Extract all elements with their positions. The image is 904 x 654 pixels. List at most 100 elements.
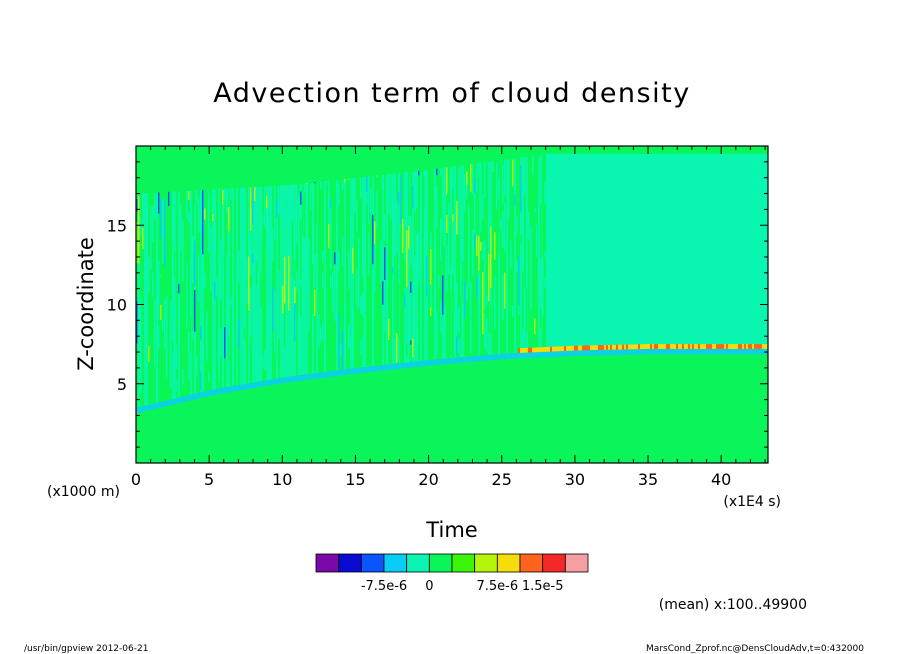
field-streak <box>452 221 454 275</box>
field-base-negative <box>614 349 617 356</box>
field-strip <box>520 157 523 353</box>
field-streak <box>408 200 410 217</box>
field-streak <box>262 353 264 368</box>
field-base-positive <box>604 345 607 350</box>
field-base-negative <box>284 377 287 383</box>
field-base-negative <box>488 354 491 361</box>
field-base-negative <box>540 351 543 358</box>
field-strip <box>340 179 343 370</box>
field-streak <box>144 263 146 308</box>
field-streak <box>492 161 494 172</box>
field-streak <box>294 261 296 281</box>
field-base-negative <box>722 348 725 355</box>
colorbar-swatch <box>542 553 566 573</box>
field-streak <box>318 181 320 205</box>
field-streak <box>190 316 192 352</box>
field-strip <box>610 153 613 350</box>
field-base-negative <box>750 348 753 355</box>
field-strip <box>706 153 709 349</box>
field-streak <box>396 333 398 363</box>
field-base-negative <box>652 348 655 355</box>
field-base-negative <box>580 350 583 356</box>
field-streak <box>152 377 154 404</box>
field-base-positive <box>548 346 551 352</box>
field-streak <box>236 366 238 376</box>
field-strip <box>196 190 199 394</box>
field-streak <box>442 323 444 338</box>
field-base-positive <box>758 344 761 349</box>
field-streak <box>342 179 344 190</box>
field-base-positive <box>708 344 711 349</box>
field-streak <box>442 236 444 276</box>
field-base-negative <box>708 348 711 355</box>
field-base-negative <box>410 361 413 368</box>
colorbar-swatch <box>428 553 453 573</box>
field-streak <box>496 163 498 209</box>
footer-right: MarsCond_Zprof.nc@DensCloudAdv,t=0:43200… <box>646 644 864 654</box>
field-strip <box>534 155 537 353</box>
field-strip <box>188 190 191 396</box>
colorbar-swatch <box>383 553 408 573</box>
field-base-negative <box>732 348 735 355</box>
field-base-positive <box>582 345 585 351</box>
field-strip <box>576 153 579 351</box>
field-base-negative <box>390 364 393 370</box>
field-base-positive <box>644 344 647 349</box>
field-base-negative <box>348 368 351 375</box>
field-base-negative <box>638 349 641 355</box>
field-streak <box>238 250 240 283</box>
field-strip <box>344 178 347 370</box>
field-streak <box>504 202 506 253</box>
field-streak <box>460 238 462 256</box>
field-streak <box>248 256 250 311</box>
field-streak <box>322 271 324 288</box>
field-streak <box>300 285 302 317</box>
field-base-negative <box>680 348 683 355</box>
field-streak <box>144 193 146 220</box>
field-strip <box>644 153 647 349</box>
field-base-positive <box>598 345 601 350</box>
field-streak <box>538 200 540 226</box>
field-streak <box>468 234 470 288</box>
field-base-positive <box>650 344 653 349</box>
field-streak <box>198 298 200 349</box>
field-base-negative <box>146 405 149 411</box>
field-base-negative <box>304 374 307 381</box>
field-strip <box>604 153 607 350</box>
field-base-negative <box>416 361 419 367</box>
field-streak <box>440 168 442 176</box>
field-streak <box>370 188 372 211</box>
field-streak <box>516 260 518 272</box>
field-base-negative <box>666 348 669 355</box>
field-streak <box>482 242 484 260</box>
field-base-negative <box>162 401 165 407</box>
field-strip <box>516 157 519 354</box>
field-base-negative <box>186 395 189 402</box>
colorbar-label: 1.5e-5 <box>522 579 564 594</box>
field-base-negative <box>418 361 421 367</box>
field-strip <box>136 193 139 408</box>
field-base-negative <box>248 383 251 389</box>
field-streak <box>284 296 286 347</box>
field-streak <box>374 233 376 293</box>
field-base-positive <box>742 344 745 349</box>
field-streak <box>386 265 388 291</box>
field-streak <box>158 192 160 214</box>
field-streak <box>348 249 350 290</box>
field-streak <box>164 200 166 267</box>
field-streak <box>188 191 190 200</box>
field-streak <box>382 174 384 191</box>
field-streak <box>154 306 156 367</box>
x-axis-label: Time <box>425 518 477 542</box>
field-base-negative <box>498 353 501 360</box>
field-streak <box>504 159 506 196</box>
field-base-negative <box>702 348 705 355</box>
field-base-positive <box>732 344 735 349</box>
field-streak <box>464 280 466 318</box>
field-streak <box>262 240 264 303</box>
field-base-negative <box>644 348 647 355</box>
field-streak <box>312 263 314 325</box>
field-streak <box>224 188 226 203</box>
field-base-negative <box>518 352 521 359</box>
field-strip <box>152 192 155 404</box>
